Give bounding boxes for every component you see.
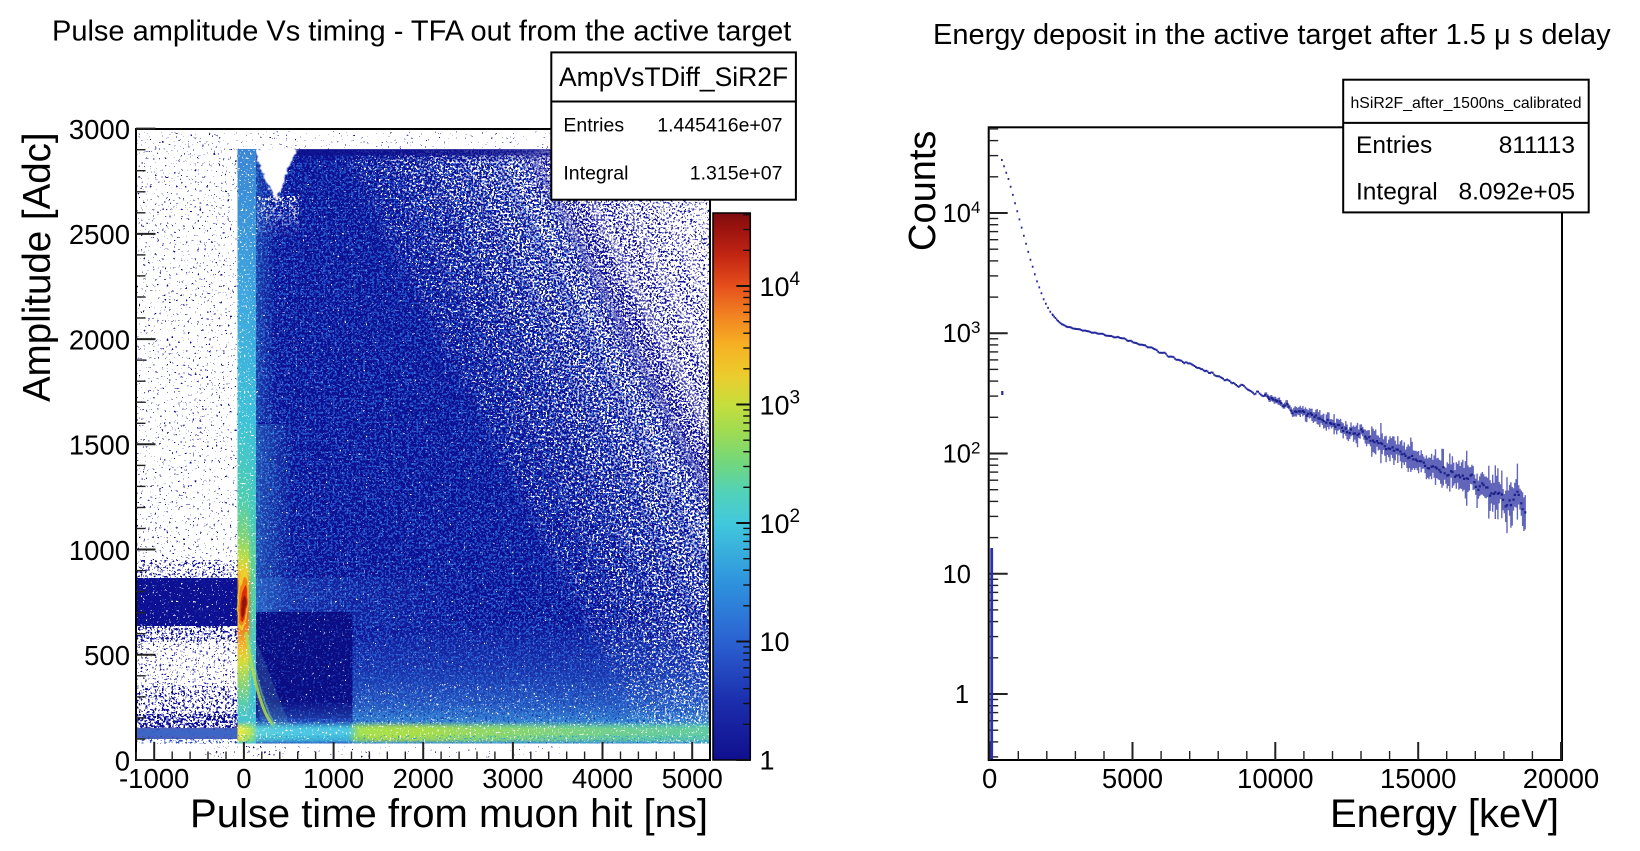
svg-text:1500: 1500 (69, 430, 130, 461)
svg-text:AmpVsTDiff_SiR2F: AmpVsTDiff_SiR2F (559, 62, 788, 92)
svg-text:Entries: Entries (1356, 132, 1432, 159)
svg-text:Pulse amplitude Vs timing - TF: Pulse amplitude Vs timing - TFA out from… (52, 16, 791, 48)
svg-text:10: 10 (943, 561, 971, 589)
svg-text:-1000: -1000 (119, 763, 189, 794)
svg-text:103: 103 (760, 387, 801, 420)
svg-text:Integral: Integral (563, 162, 628, 184)
svg-text:2: 2 (971, 439, 980, 458)
svg-text:0: 0 (982, 763, 997, 794)
svg-text:2000: 2000 (69, 324, 130, 355)
svg-text:8.092e+05: 8.092e+05 (1459, 179, 1576, 206)
svg-text:2000: 2000 (393, 763, 454, 794)
svg-text:hSiR2F_after_1500ns_calibrated: hSiR2F_after_1500ns_calibrated (1351, 95, 1582, 112)
svg-text:Entries: Entries (563, 114, 624, 136)
svg-text:3: 3 (971, 318, 980, 337)
svg-text:500: 500 (84, 640, 130, 671)
svg-text:10: 10 (943, 200, 971, 228)
svg-text:1.315e+07: 1.315e+07 (690, 162, 783, 184)
svg-text:1.445416e+07: 1.445416e+07 (657, 114, 782, 136)
svg-text:102: 102 (760, 506, 801, 539)
svg-text:5000: 5000 (662, 763, 723, 794)
svg-text:811113: 811113 (1499, 132, 1575, 159)
svg-text:1: 1 (760, 746, 775, 776)
svg-text:1000: 1000 (303, 763, 364, 794)
svg-text:0: 0 (236, 763, 251, 794)
svg-text:Energy [keV]: Energy [keV] (1330, 792, 1559, 836)
svg-text:1000: 1000 (69, 535, 130, 566)
svg-text:3000: 3000 (482, 763, 543, 794)
svg-text:10: 10 (943, 441, 971, 469)
svg-text:4: 4 (971, 198, 980, 217)
svg-text:4000: 4000 (572, 763, 633, 794)
svg-text:104: 104 (760, 269, 801, 302)
svg-text:15000: 15000 (1380, 763, 1456, 794)
svg-text:Counts: Counts (902, 131, 944, 251)
svg-text:10000: 10000 (1237, 763, 1313, 794)
svg-text:5000: 5000 (1102, 763, 1163, 794)
svg-text:20000: 20000 (1523, 763, 1599, 794)
svg-text:10: 10 (943, 320, 971, 348)
svg-text:1: 1 (955, 681, 969, 709)
svg-text:2500: 2500 (69, 219, 130, 250)
svg-text:Integral: Integral (1356, 179, 1438, 206)
svg-text:Pulse time from muon hit [ns]: Pulse time from muon hit [ns] (190, 792, 708, 836)
svg-text:10: 10 (760, 627, 790, 657)
svg-text:Energy deposit in the active t: Energy deposit in the active target afte… (933, 19, 1611, 51)
svg-text:3000: 3000 (69, 114, 130, 145)
svg-text:Amplitude [Adc]: Amplitude [Adc] (16, 132, 59, 402)
svg-text:0: 0 (115, 745, 130, 776)
